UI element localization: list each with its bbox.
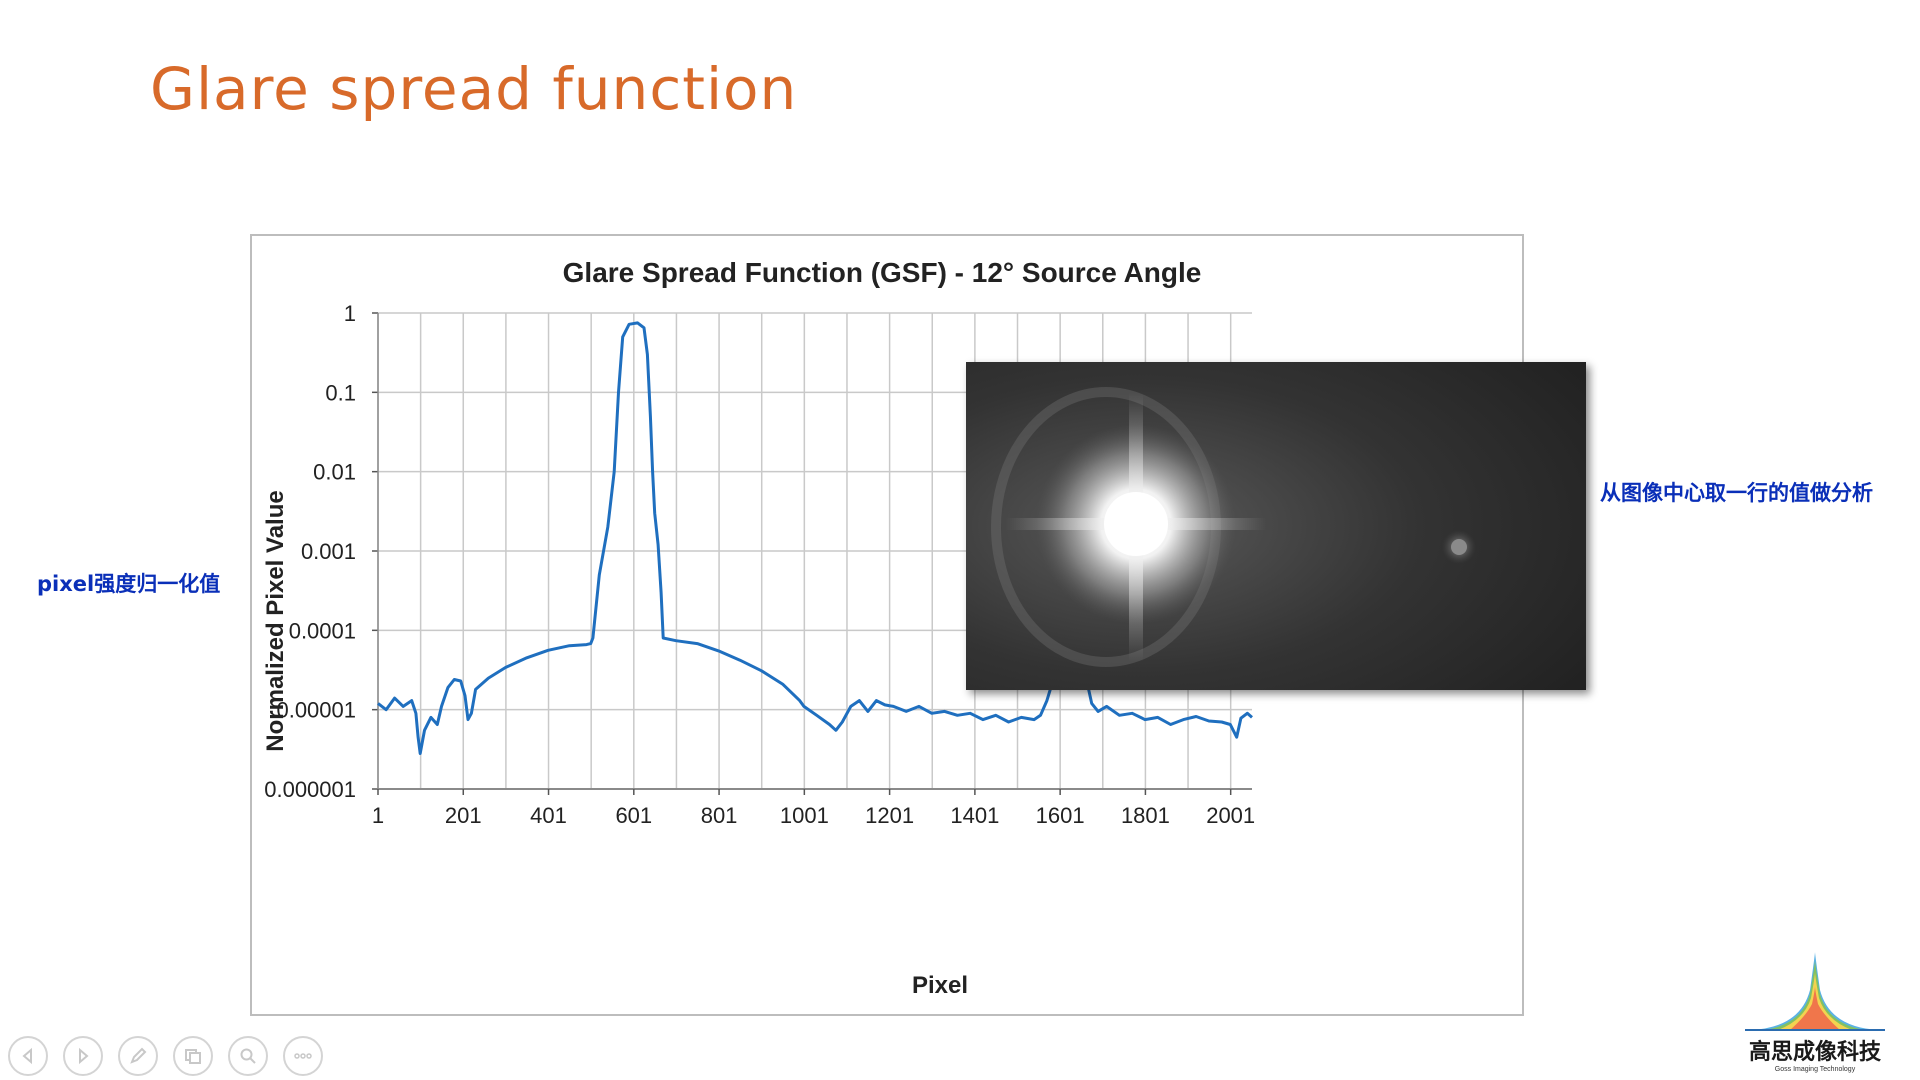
pen-icon[interactable] [118,1036,158,1076]
x-tick-label: 1 [372,803,384,828]
logo-name: 高思成像科技 [1748,1040,1881,1065]
y-tick-label: 0.1 [325,380,356,405]
x-tick-label: 801 [701,803,738,828]
x-tick-label: 601 [615,803,652,828]
x-tick-label: 201 [445,803,482,828]
x-tick-label: 1201 [865,803,914,828]
series-line [377,321,1253,755]
y-tick-label: 1 [344,301,356,326]
y-tick-label: 0.000001 [264,777,356,802]
x-tick-label: 1601 [1036,803,1085,828]
glare-photo-image [966,362,1586,690]
more-icon[interactable] [283,1036,323,1076]
slides-icon[interactable] [173,1036,213,1076]
annotation-left: pixel强度归一化值 [37,572,221,596]
logo-mark-icon [1745,952,1885,1031]
y-tick-label: 0.00001 [276,698,356,723]
y-tick-label: 0.01 [313,460,356,485]
prev-icon[interactable] [8,1036,48,1076]
glare-photo [966,362,1586,690]
x-tick-label: 1401 [950,803,999,828]
y-tick-label: 0.001 [301,539,356,564]
x-axis-label: Pixel [912,972,968,999]
slide-toolbar [8,1036,323,1076]
x-tick-label: 401 [530,803,567,828]
x-tick-label: 1801 [1121,803,1170,828]
logo-subtitle: Goss Imaging Technology [1774,1066,1856,1073]
company-logo: 高思成像科技 Goss Imaging Technology [1740,950,1890,1075]
slide-title: Glare spread function [150,55,798,123]
zoom-icon[interactable] [228,1036,268,1076]
y-tick-label: 0.0001 [289,618,356,643]
x-tick-label: 2001 [1206,803,1255,828]
chart-title: Glare Spread Function (GSF) - 12° Source… [563,257,1202,288]
y-axis-label: Normalized Pixel Value [262,490,289,751]
next-icon[interactable] [63,1036,103,1076]
x-tick-label: 1001 [780,803,829,828]
annotation-right: 从图像中心取一行的值做分析 [1600,481,1873,505]
